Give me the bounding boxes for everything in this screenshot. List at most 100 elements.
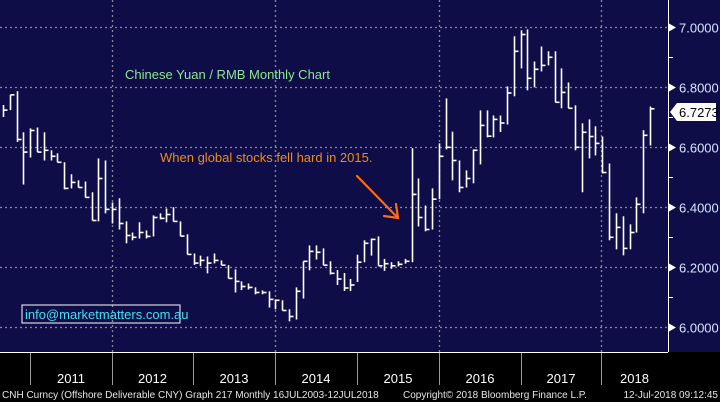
ohlc-bar (472, 149, 478, 184)
ohlc-bar (560, 68, 566, 109)
ohlc-bar (36, 127, 42, 153)
chart-title: Chinese Yuan / RMB Monthly Chart (125, 67, 330, 82)
ohlc-bar (390, 262, 396, 269)
x-axis: 2011 2012 2013 2014 2015 2016 2017 2018 (30, 353, 649, 386)
ohlc-bar (152, 215, 158, 237)
x-tick-label: 2013 (220, 371, 249, 386)
ohlc-bar (77, 180, 83, 189)
ohlc-bar (492, 115, 498, 138)
ohlc-bar (104, 160, 110, 214)
ohlc-bar (97, 158, 103, 222)
ohlc-bar (520, 30, 526, 69)
x-tick-label: 2011 (57, 371, 85, 386)
ohlc-bar (397, 261, 403, 267)
ohlc-bar (363, 240, 369, 263)
ohlc-bar (547, 51, 553, 66)
footer-security: CNH Curncy (Offshore Deliverable CNY) Gr… (2, 390, 379, 401)
ohlc-bar (329, 261, 335, 275)
ohlc-bar (411, 148, 417, 263)
ohlc-bar (56, 153, 62, 164)
ohlc-bar (165, 208, 171, 223)
y-tick-marker-icon (669, 23, 676, 32)
ohlc-bar (486, 110, 492, 138)
ohlc-bar (213, 253, 219, 264)
ohlc-bar (186, 234, 192, 256)
ohlc-bar (479, 110, 485, 165)
price-bars (2, 29, 655, 322)
y-tick-marker-icon (669, 143, 676, 152)
annotation-arrow-icon (355, 174, 400, 220)
ohlc-bar (404, 258, 410, 264)
y-tick-marker-icon (669, 263, 676, 272)
ohlc-bar (445, 98, 451, 150)
ohlc-bar (533, 61, 539, 88)
x-tick-label: 2018 (620, 371, 649, 386)
ohlc-bar (458, 160, 464, 193)
ohlc-bar (172, 207, 178, 223)
ohlc-bar (206, 256, 212, 274)
ohlc-bar (417, 178, 423, 227)
ohlc-bar (370, 238, 376, 256)
ohlc-bar (336, 270, 342, 285)
ohlc-bar (199, 255, 205, 267)
ohlc-bar (438, 143, 444, 200)
ohlc-bar (629, 224, 635, 250)
y-tick-label: 6.8000 (679, 81, 719, 96)
ohlc-bar (227, 265, 233, 280)
ohlc-bar (581, 123, 587, 193)
ohlc-bar (308, 245, 314, 271)
annotation-text: When global stocks fell hard in 2015. (160, 150, 372, 165)
ohlc-bar (118, 198, 124, 230)
last-price-label: 6.7273 (679, 105, 719, 120)
ohlc-bar (601, 136, 607, 174)
ohlc-bar (302, 260, 308, 299)
ohlc-bar (159, 213, 165, 220)
ohlc-bar (50, 150, 56, 161)
ohlc-bar (622, 216, 628, 256)
ohlc-bar (234, 269, 240, 293)
x-tick-label: 2012 (138, 371, 167, 386)
ohlc-bar (377, 236, 383, 267)
ohlc-bar (383, 258, 389, 271)
y-tick-label: 6.6000 (679, 141, 719, 156)
ohlc-bar (193, 253, 199, 265)
footer-copyright: Copyright© 2018 Bloomberg Finance L.P. (403, 390, 587, 401)
ohlc-bar (274, 299, 280, 310)
ohlc-bar (424, 205, 430, 232)
ohlc-bar (608, 163, 614, 241)
ohlc-bar (506, 86, 512, 125)
ohlc-bar (499, 115, 505, 132)
ohlc-bar (240, 281, 246, 291)
ohlc-bar (588, 119, 594, 159)
ohlc-bar (125, 221, 131, 244)
x-tick-label: 2016 (466, 371, 495, 386)
y-tick-label: 6.4000 (679, 201, 719, 216)
ohlc-bar (145, 230, 151, 239)
ohlc-bar (642, 130, 648, 214)
email-watermark[interactable]: info@marketmatters.com.au (25, 307, 188, 322)
last-price-tag: 6.7273 (670, 103, 719, 121)
ohlc-bar (22, 132, 28, 185)
x-tick-label: 2015 (384, 371, 413, 386)
y-tick-marker-icon (669, 83, 676, 92)
ohlc-bar (554, 51, 560, 104)
plot-background (0, 0, 720, 352)
ohlc-bar (465, 170, 471, 188)
x-axis-strip (0, 352, 720, 402)
email-box (21, 304, 181, 324)
ohlc-bar (131, 232, 137, 241)
footer-timestamp: 12-Jul-2018 09:12:45 (623, 390, 718, 401)
ohlc-bar (431, 188, 437, 230)
y-tick-marker-icon (669, 203, 676, 212)
ohlc-bar (635, 197, 641, 233)
ohlc-bar (526, 29, 532, 91)
ohlc-bar (70, 174, 76, 189)
y-tick-marker-icon (669, 323, 676, 332)
y-tick-label: 6.2000 (679, 261, 719, 276)
ohlc-bar (615, 213, 621, 250)
ohlc-bar (16, 91, 22, 142)
ohlc-bar (349, 279, 355, 291)
ohlc-bar (220, 260, 226, 267)
ohlc-bar (254, 287, 260, 295)
ohlc-bar (268, 291, 274, 308)
